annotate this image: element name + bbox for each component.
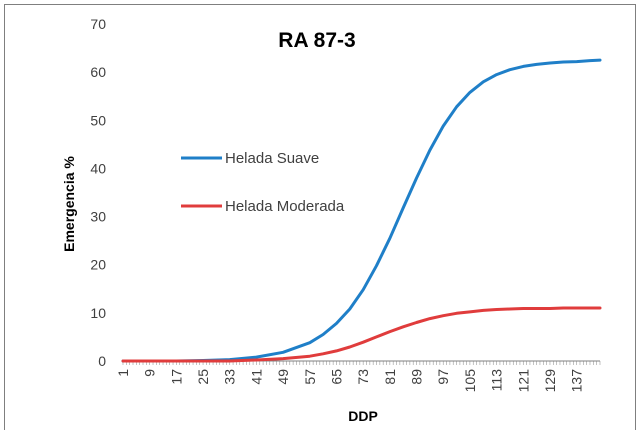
x-tick-label: 9 — [142, 369, 158, 377]
x-tick-label: 17 — [168, 369, 184, 385]
x-axis-ticks: 1 9 17 25 33 41 49 57 65 73 81 89 97 105 113 121 129 137 — [115, 361, 601, 393]
y-tick-label: 50 — [90, 112, 106, 128]
series-line-1 — [121, 306, 602, 363]
x-tick-label: 137 — [569, 369, 585, 393]
y-tick-label: 20 — [90, 257, 106, 273]
y-tick-label: 70 — [90, 16, 106, 32]
x-tick-label: 73 — [355, 369, 371, 385]
chart-frame — [4, 4, 636, 430]
series-lines — [121, 58, 602, 363]
y-tick-label: 10 — [90, 305, 106, 321]
x-axis-label: DDP — [348, 408, 378, 424]
x-tick-label: 25 — [195, 369, 211, 385]
y-tick-label: 30 — [90, 209, 106, 225]
x-tick-label: 57 — [302, 369, 318, 385]
x-tick-label: 97 — [435, 369, 451, 385]
legend-label-0: Helada Suave — [225, 150, 319, 167]
y-axis-label: Emergencia % — [61, 156, 77, 252]
x-tick-label: 89 — [409, 369, 425, 385]
x-tick-label: 65 — [328, 369, 344, 385]
y-tick-label: 40 — [90, 160, 106, 176]
x-tick-label: 33 — [222, 369, 238, 385]
x-tick-label: 105 — [462, 369, 478, 393]
legend: Helada Suave Helada Moderada — [181, 150, 345, 215]
x-tick-label: 113 — [489, 369, 505, 392]
legend-label-1: Helada Moderada — [225, 198, 345, 215]
y-tick-label: 60 — [90, 64, 106, 80]
y-tick-label: 0 — [98, 353, 106, 369]
chart-title: RA 87-3 — [278, 29, 355, 52]
x-tick-label: 49 — [275, 369, 291, 385]
x-tick-label: 81 — [382, 369, 398, 385]
x-tick-label: 41 — [248, 369, 264, 385]
x-tick-label: 121 — [515, 369, 531, 393]
y-axis-ticks: 0 10 20 30 40 50 60 70 — [90, 16, 106, 369]
x-tick-label: 129 — [542, 369, 558, 393]
x-tick-label: 1 — [115, 369, 131, 377]
series-line-0 — [121, 58, 602, 363]
